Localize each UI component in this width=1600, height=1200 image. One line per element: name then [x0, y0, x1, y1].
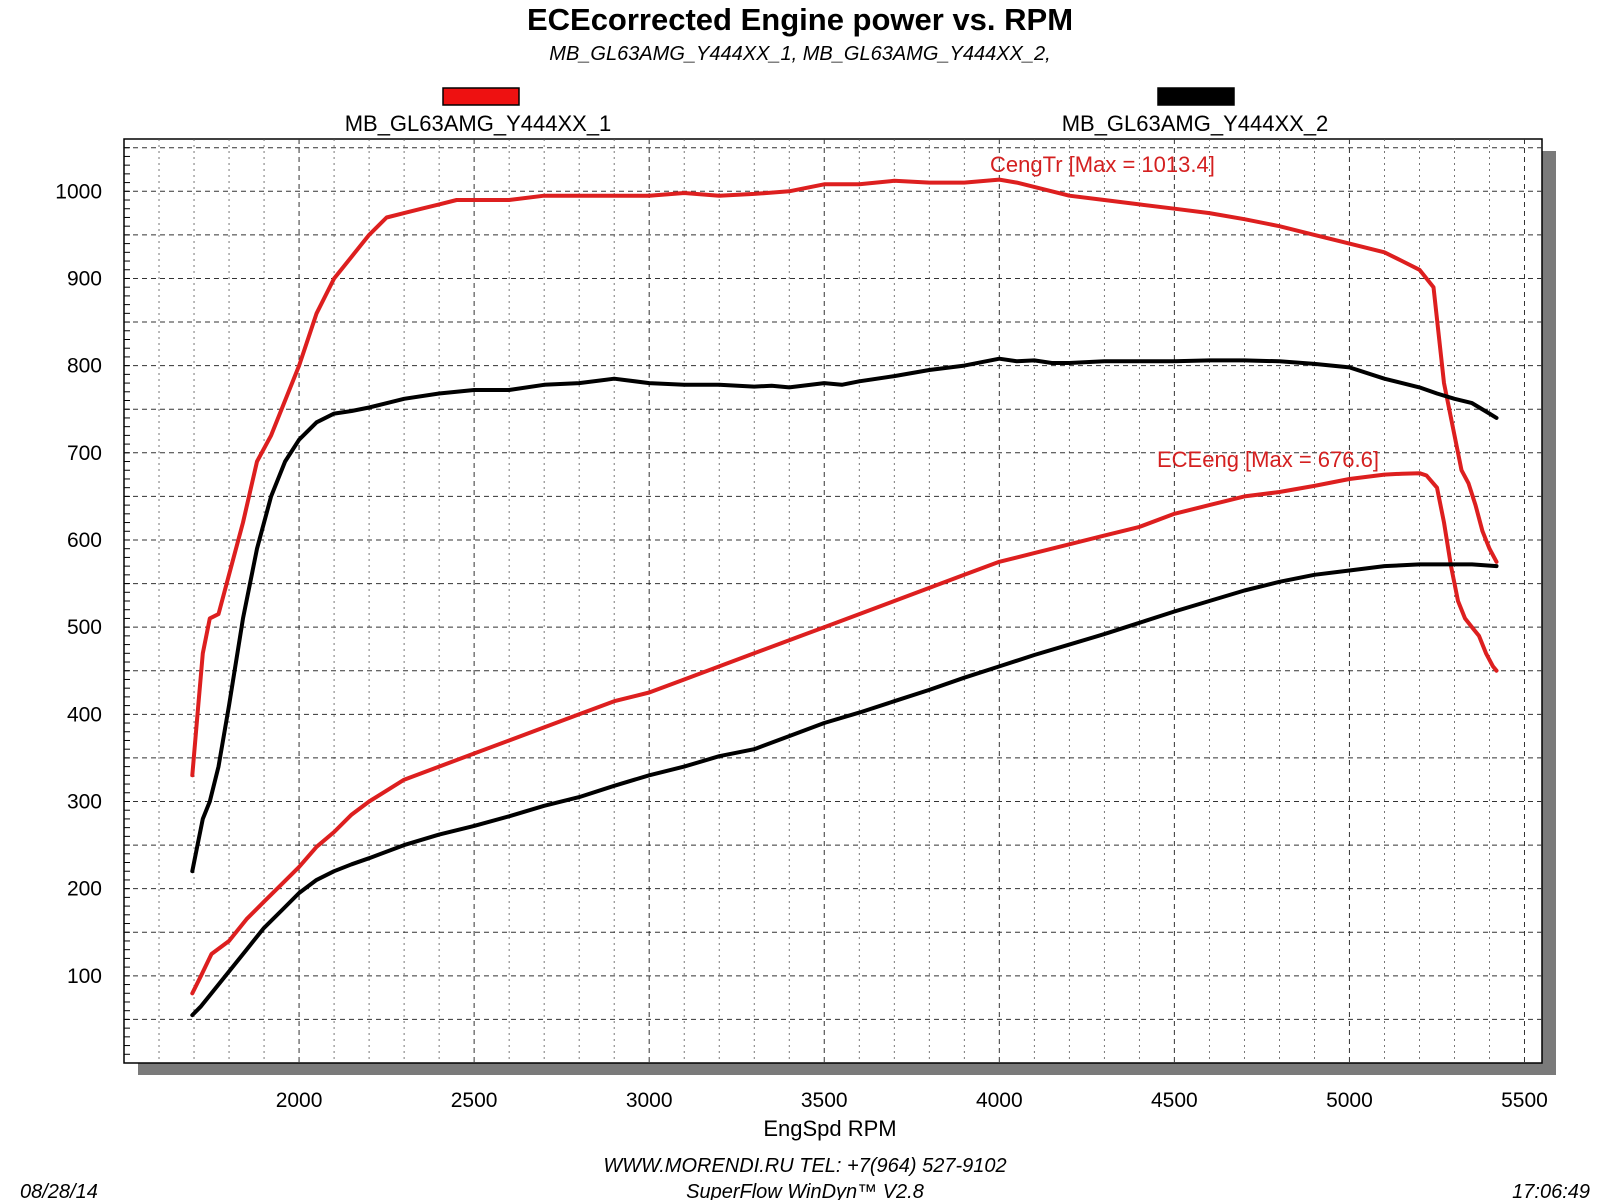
y-tick-label: 1000: [55, 180, 102, 203]
x-tick-label: 5500: [1501, 1089, 1548, 1112]
y-tick-label: 100: [67, 965, 102, 988]
x-tick-label: 4500: [1151, 1089, 1198, 1112]
minor-grid: [158, 139, 1490, 1063]
footer-website: WWW.MORENDI.RU TEL: +7(964) 527-9102: [603, 1155, 1006, 1177]
y-tick-label: 600: [67, 529, 102, 552]
y-tick-label: 200: [67, 878, 102, 901]
x-tick-label: 3000: [626, 1089, 673, 1112]
footer-software: SuperFlow WinDyn™ V2.8: [686, 1181, 924, 1200]
annotation-power-max: ECEeng [Max = 676.6]: [1157, 447, 1379, 472]
series-cengtr-run-2: [190, 356, 1499, 874]
y-tick-label: 700: [67, 442, 102, 465]
annotation-torque-max: CengTr [Max = 1013.4]: [990, 152, 1215, 177]
x-tick-label: 2000: [276, 1089, 323, 1112]
legend: MB_GL63AMG_Y444XX_1 MB_GL63AMG_Y444XX_2: [345, 87, 1329, 136]
y-tick-label: 900: [67, 267, 102, 290]
chart-subtitle: MB_GL63AMG_Y444XX_1, MB_GL63AMG_Y444XX_2…: [549, 43, 1050, 65]
y-axis-tick-labels: 100 200 300 400 500 600 700 800 900 1000: [55, 180, 102, 988]
x-tick-label: 3500: [801, 1089, 848, 1112]
x-tick-label: 2500: [451, 1089, 498, 1112]
legend-label-run-1: MB_GL63AMG_Y444XX_1: [345, 111, 612, 136]
series-eceeng-run-1: [190, 471, 1499, 996]
footer-date: 08/28/14: [20, 1181, 98, 1200]
series-cengtr-run-1: [190, 177, 1499, 778]
y-tick-label: 400: [67, 703, 102, 726]
y-tick-label: 800: [67, 355, 102, 378]
x-tick-label: 4000: [976, 1089, 1023, 1112]
plot-area: [123, 138, 1543, 1064]
x-tick-label: 5000: [1326, 1089, 1373, 1112]
y-tick-label: 500: [67, 616, 102, 639]
series-layer: [190, 177, 1499, 1018]
y-tick-label: 300: [67, 790, 102, 813]
legend-swatch-run-2: [1157, 87, 1235, 106]
x-axis-tick-labels: 2000 2500 3000 3500 4000 4500 5000 5500: [276, 1089, 1548, 1112]
legend-swatch-run-1: [442, 87, 520, 106]
x-axis-title: EngSpd RPM: [763, 1116, 896, 1141]
chart-title: ECEcorrected Engine power vs. RPM: [527, 2, 1073, 37]
series-eceeng-run-2: [190, 562, 1499, 1018]
legend-label-run-2: MB_GL63AMG_Y444XX_2: [1062, 111, 1329, 136]
footer-time: 17:06:49: [1512, 1181, 1590, 1200]
major-grid: [124, 139, 1542, 1063]
